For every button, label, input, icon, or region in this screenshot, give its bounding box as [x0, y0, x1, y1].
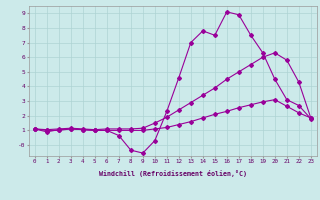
X-axis label: Windchill (Refroidissement éolien,°C): Windchill (Refroidissement éolien,°C): [99, 170, 247, 177]
